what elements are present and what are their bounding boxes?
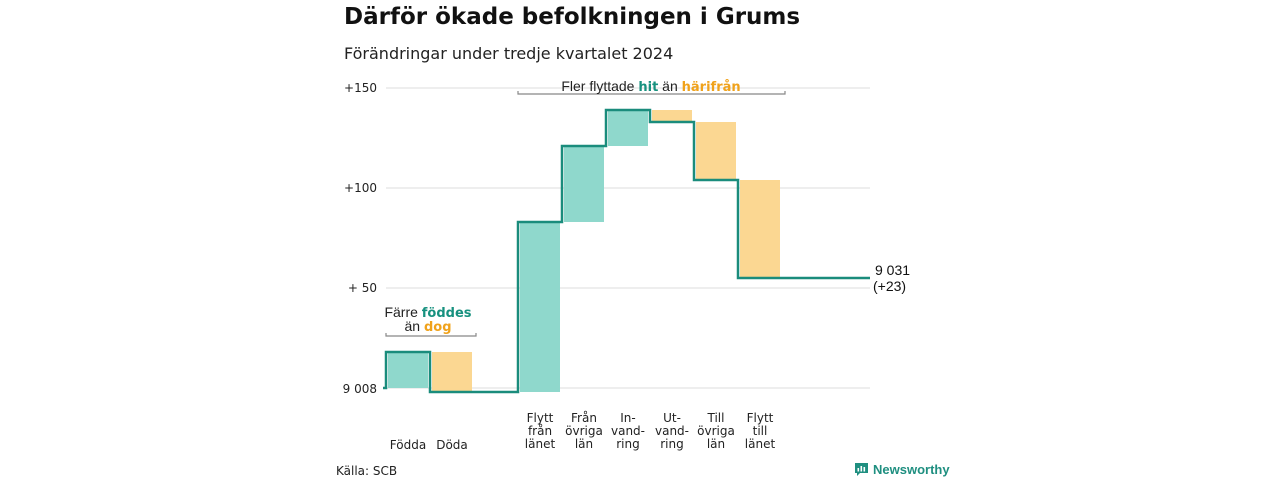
bar [388,352,428,388]
category-label: Från [571,411,597,425]
category-label: länet [525,437,556,451]
line-layer [383,108,870,394]
y-tick-label: + 50 [348,281,377,295]
category-label: In- [620,411,635,425]
category-label: övriga [565,424,603,438]
chart-subtitle: Förändringar under tredje kvartalet 2024 [344,44,674,63]
migration-bracket [517,91,786,95]
category-label: länet [745,437,776,451]
bar-layer [388,110,780,392]
source-note: Källa: SCB [336,464,398,478]
category-label: Flytt [527,411,554,425]
category-label: Till [707,411,725,425]
chart-title: Därför ökade befolkningen i Grums [344,4,801,30]
category-label: län [575,437,593,451]
newsworthy-logo-icon [855,463,868,476]
bar [432,352,472,392]
newsworthy-logo[interactable]: Newsworthy [854,462,950,477]
category-label: vand- [655,424,689,438]
category-label: Födda [390,438,426,452]
category-label: ring [616,437,640,451]
natural-annotation-line2: än dog [404,318,451,335]
bar [564,146,604,222]
category-label: Flytt [747,411,774,425]
bar [740,180,780,278]
bar [520,222,560,392]
bar [608,110,648,146]
category-label: Ut- [663,411,681,425]
start-value-label: 9 008 [343,382,377,396]
category-label: ring [660,437,684,451]
category-label: från [528,424,552,438]
natural-bracket [385,333,477,337]
brand-name: Newsworthy [873,462,950,477]
end-change-label: (+23) [873,278,906,294]
category-label: län [707,437,725,451]
category-label: vand- [611,424,645,438]
natural-annotation-line1: Färre föddes [384,304,471,321]
bar [652,110,692,122]
running-total-line [383,108,870,394]
bar [696,122,736,180]
migration-annotation: Fler flyttade hit än härifrån [561,78,740,95]
y-tick-label: +150 [344,81,377,95]
category-label: övriga [697,424,735,438]
category-label: Döda [436,438,468,452]
category-label: till [753,424,768,438]
label-layer: Födda DödaFlyttfrånlänetFrånövrigalänIn-v… [390,262,910,452]
y-tick-label: +100 [344,181,377,195]
end-value-label: 9 031 [875,262,910,278]
